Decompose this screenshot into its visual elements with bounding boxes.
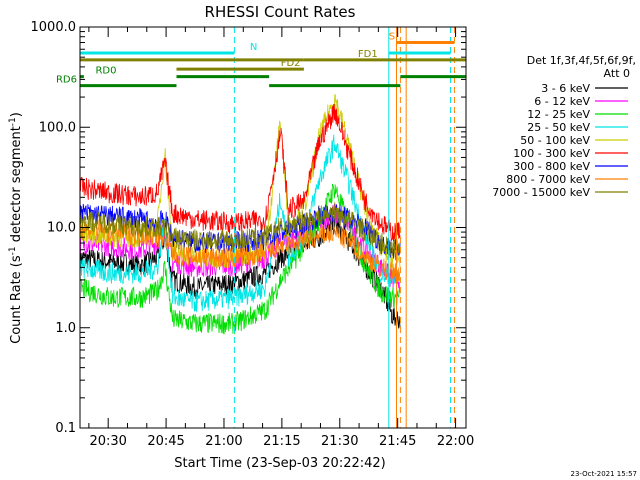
x-tick-label: 21:15	[263, 434, 300, 449]
y-tick-label: 10.0	[47, 221, 76, 236]
legend-entry-label: 100 - 300 keV	[513, 147, 590, 160]
series-layer	[79, 93, 401, 335]
state-bar-label: RD0	[95, 66, 116, 77]
series-line	[79, 183, 401, 335]
state-bar-label: N	[250, 42, 257, 53]
x-axis-label: Start Time (23-Sep-03 20:22:42)	[174, 456, 385, 471]
y-tick-label: 100.0	[39, 120, 76, 135]
series-line	[79, 103, 401, 242]
legend: Det 1f,3f,4f,5f,6f,9f, Att 0 3 - 6 keV6 …	[492, 54, 636, 199]
y-axis-label-sup2: -1	[8, 117, 18, 126]
legend-entry-label: 12 - 25 keV	[527, 108, 590, 121]
y-tick-label: 0.1	[55, 421, 76, 436]
legend-entry-label: 6 - 12 keV	[534, 95, 590, 108]
series-line	[79, 202, 401, 261]
chart-title: RHESSI Count Rates	[205, 3, 356, 21]
state-bar-label: FD2	[281, 58, 301, 69]
y-axis-label-sup1: -1	[8, 246, 18, 255]
legend-header-line2: Att 0	[604, 67, 630, 80]
x-tick-label: 22:00	[437, 434, 474, 449]
state-bars-layer: N S FD1 FD2 RD0 RD6	[56, 32, 466, 88]
legend-entry-label: 3 - 6 keV	[541, 82, 590, 95]
y-axis-label: Count Rate (s-1 detector segment-1)	[8, 112, 24, 344]
x-tick-label: 20:30	[89, 434, 126, 449]
y-axis-label-end: )	[9, 112, 24, 117]
x-tick-label: 21:45	[379, 434, 416, 449]
legend-header-line1: Det 1f,3f,4f,5f,6f,9f,	[527, 54, 636, 67]
x-tick-label: 21:30	[321, 434, 358, 449]
timestamp: 23-Oct-2021 15:57	[571, 470, 637, 478]
y-axis-label-mid: detector segment	[9, 126, 24, 246]
state-bar-label: FD1	[358, 49, 378, 60]
legend-entry-label: 50 - 100 keV	[520, 134, 590, 147]
y-tick-label: 1000.0	[31, 20, 77, 35]
legend-entry-label: 300 - 800 keV	[513, 160, 590, 173]
state-bar-label: S	[389, 32, 395, 43]
x-tick-label: 21:00	[205, 434, 242, 449]
legend-entry-label: 7000 - 15000 keV	[492, 186, 590, 199]
x-tick-label: 20:45	[147, 434, 184, 449]
series-line	[79, 219, 401, 284]
y-axis: 0.1 1.0 10.0 100.0 1000.0	[31, 20, 466, 436]
x-axis: 20:30 20:45 21:00 21:15 21:30 21:45 22:00	[88, 27, 474, 449]
state-bar-label: RD6	[56, 75, 77, 86]
legend-entry-label: 25 - 50 keV	[527, 121, 590, 134]
y-axis-label-main: Count Rate (s	[9, 255, 24, 344]
series-line	[79, 134, 401, 313]
y-tick-label: 1.0	[55, 321, 76, 336]
legend-entry-label: 800 - 7000 keV	[506, 173, 590, 186]
